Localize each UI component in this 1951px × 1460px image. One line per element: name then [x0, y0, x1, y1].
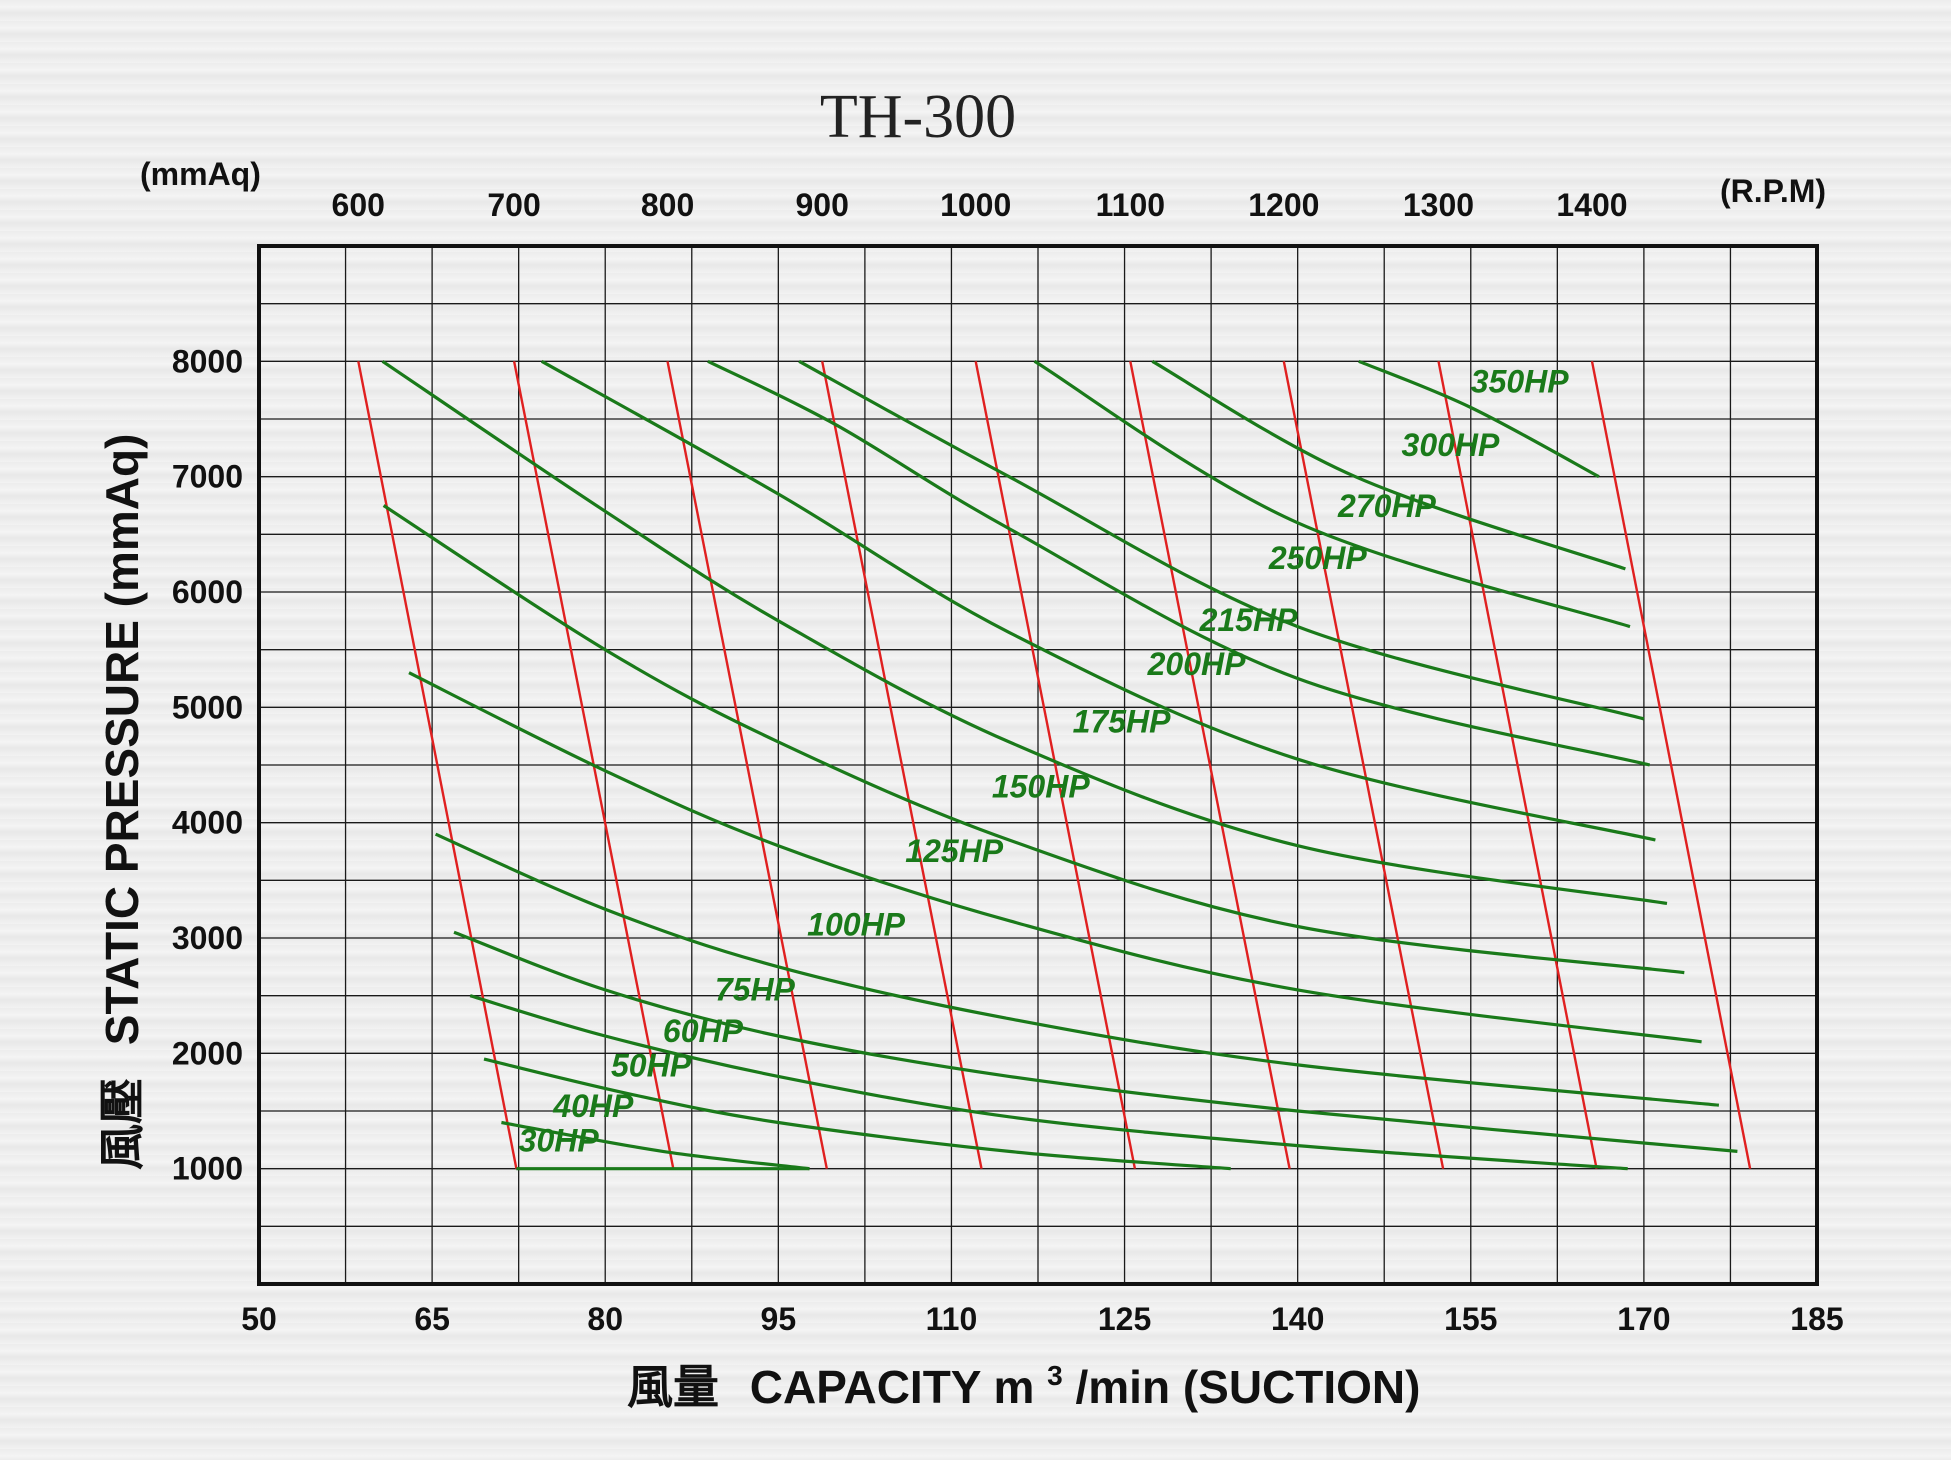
chart-title: TH-300 — [820, 83, 1016, 151]
rpm-label-900: 900 — [795, 187, 848, 223]
hp-curve-100HP — [434, 832, 1720, 1107]
y-tick-6000: 6000 — [172, 574, 243, 610]
y-tick-7000: 7000 — [172, 459, 243, 495]
rpm-label-1300: 1300 — [1403, 187, 1474, 223]
hp-label-250HP: 250HP — [1268, 540, 1368, 576]
rpm-label-1200: 1200 — [1248, 187, 1319, 223]
rpm-line-600 — [357, 361, 518, 1169]
x-axis-label: 風量 CAPACITY m 3 /min (SUCTION) — [627, 1343, 1420, 1413]
hp-label-300HP: 300HP — [1402, 427, 1501, 463]
hp-label-350HP: 350HP — [1471, 363, 1570, 399]
y-tick-1000: 1000 — [172, 1151, 243, 1187]
hp-label-215HP: 215HP — [1199, 602, 1299, 638]
x-tick-50: 50 — [241, 1301, 277, 1337]
x-tick-140: 140 — [1271, 1301, 1324, 1337]
y-tick-8000: 8000 — [172, 343, 243, 379]
hp-curve-125HP — [408, 671, 1702, 1044]
y-axis-label: 風壓 STATIC PRESSURE (mmAq) — [96, 434, 148, 1170]
rpm-labels: 600 700 800 900 1000 1100 1200 1300 1400 — [332, 187, 1628, 223]
x-axis-label-rest: /min (SUCTION) — [1075, 1361, 1420, 1413]
rpm-label-1100: 1100 — [1096, 187, 1165, 223]
y-tick-3000: 3000 — [172, 920, 243, 956]
x-tick-110: 110 — [926, 1301, 978, 1337]
hp-curve-300HP — [1151, 359, 1626, 571]
hp-label-125HP: 125HP — [905, 833, 1004, 869]
rpm-line-1400 — [1590, 361, 1752, 1169]
hp-label-30HP: 30HP — [519, 1122, 600, 1158]
x-tick-170: 170 — [1617, 1301, 1670, 1337]
rpm-line-800 — [666, 361, 828, 1169]
y-tick-labels: 1000 2000 3000 4000 5000 6000 7000 8000 — [172, 343, 243, 1186]
x-tick-125: 125 — [1098, 1301, 1151, 1337]
hp-label-100HP: 100HP — [807, 907, 906, 943]
hp-label-270HP: 270HP — [1337, 488, 1437, 524]
x-tick-labels: 50 65 80 95 110 125 140 155 170 185 — [241, 1301, 1843, 1337]
hp-curve-50HP — [483, 1057, 1231, 1171]
hp-label-175HP: 175HP — [1073, 704, 1172, 740]
rpm-label-600: 600 — [332, 187, 385, 223]
x-tick-95: 95 — [761, 1301, 797, 1337]
x-axis-label-sup: 3 — [1047, 1360, 1063, 1391]
hp-label-150HP: 150HP — [992, 768, 1091, 804]
hp-curve-175HP — [381, 359, 1668, 905]
rpm-label-800: 800 — [641, 187, 694, 223]
rpm-line-1200 — [1282, 361, 1445, 1169]
hp-curve-270HP — [1033, 359, 1631, 629]
y-tick-2000: 2000 — [172, 1035, 243, 1071]
rpm-label-700: 700 — [487, 187, 540, 223]
hp-curve-150HP — [382, 504, 1685, 975]
hp-curve-40HP — [501, 1120, 810, 1171]
hp-label-75HP: 75HP — [715, 971, 796, 1007]
hp-label-40HP: 40HP — [552, 1088, 634, 1124]
rpm-label-1400: 1400 — [1556, 187, 1627, 223]
hp-curve-200HP — [540, 359, 1656, 842]
y-tick-4000: 4000 — [172, 805, 243, 841]
rpm-lines — [357, 361, 1752, 1169]
y-axis-label-main: STATIC PRESSURE (mmAq) — [96, 434, 148, 1046]
hp-curve-75HP — [453, 930, 1738, 1153]
hp-curve-250HP — [798, 359, 1645, 721]
plot-frame — [257, 244, 1819, 1286]
rpm-line-900 — [821, 361, 983, 1169]
rpm-line-1100 — [1129, 361, 1291, 1169]
hp-curve-215HP — [707, 359, 1651, 767]
x-axis-label-main: CAPACITY m — [750, 1361, 1035, 1413]
x-axis-label-cjk: 風量 — [627, 1361, 719, 1413]
x-tick-185: 185 — [1790, 1301, 1843, 1337]
hp-label-200HP: 200HP — [1147, 646, 1247, 682]
rpm-unit-label: (R.P.M) — [1720, 173, 1826, 209]
hp-label-50HP: 50HP — [611, 1047, 692, 1083]
hp-curve-60HP — [469, 994, 1628, 1171]
x-tick-65: 65 — [414, 1301, 450, 1337]
hp-label-60HP: 60HP — [663, 1013, 744, 1049]
x-tick-155: 155 — [1444, 1301, 1497, 1337]
rpm-line-1300 — [1437, 361, 1598, 1169]
rpm-line-1000 — [974, 361, 1137, 1169]
grid — [258, 245, 1818, 1285]
y-unit-top-label: (mmAq) — [140, 156, 261, 192]
rpm-label-1000: 1000 — [940, 187, 1011, 223]
y-axis-label-cjk: 風壓 — [96, 1078, 148, 1170]
hp-curve-350HP — [1358, 359, 1600, 479]
y-tick-5000: 5000 — [172, 689, 243, 725]
x-tick-80: 80 — [587, 1301, 623, 1337]
hp-curves — [381, 359, 1738, 1171]
